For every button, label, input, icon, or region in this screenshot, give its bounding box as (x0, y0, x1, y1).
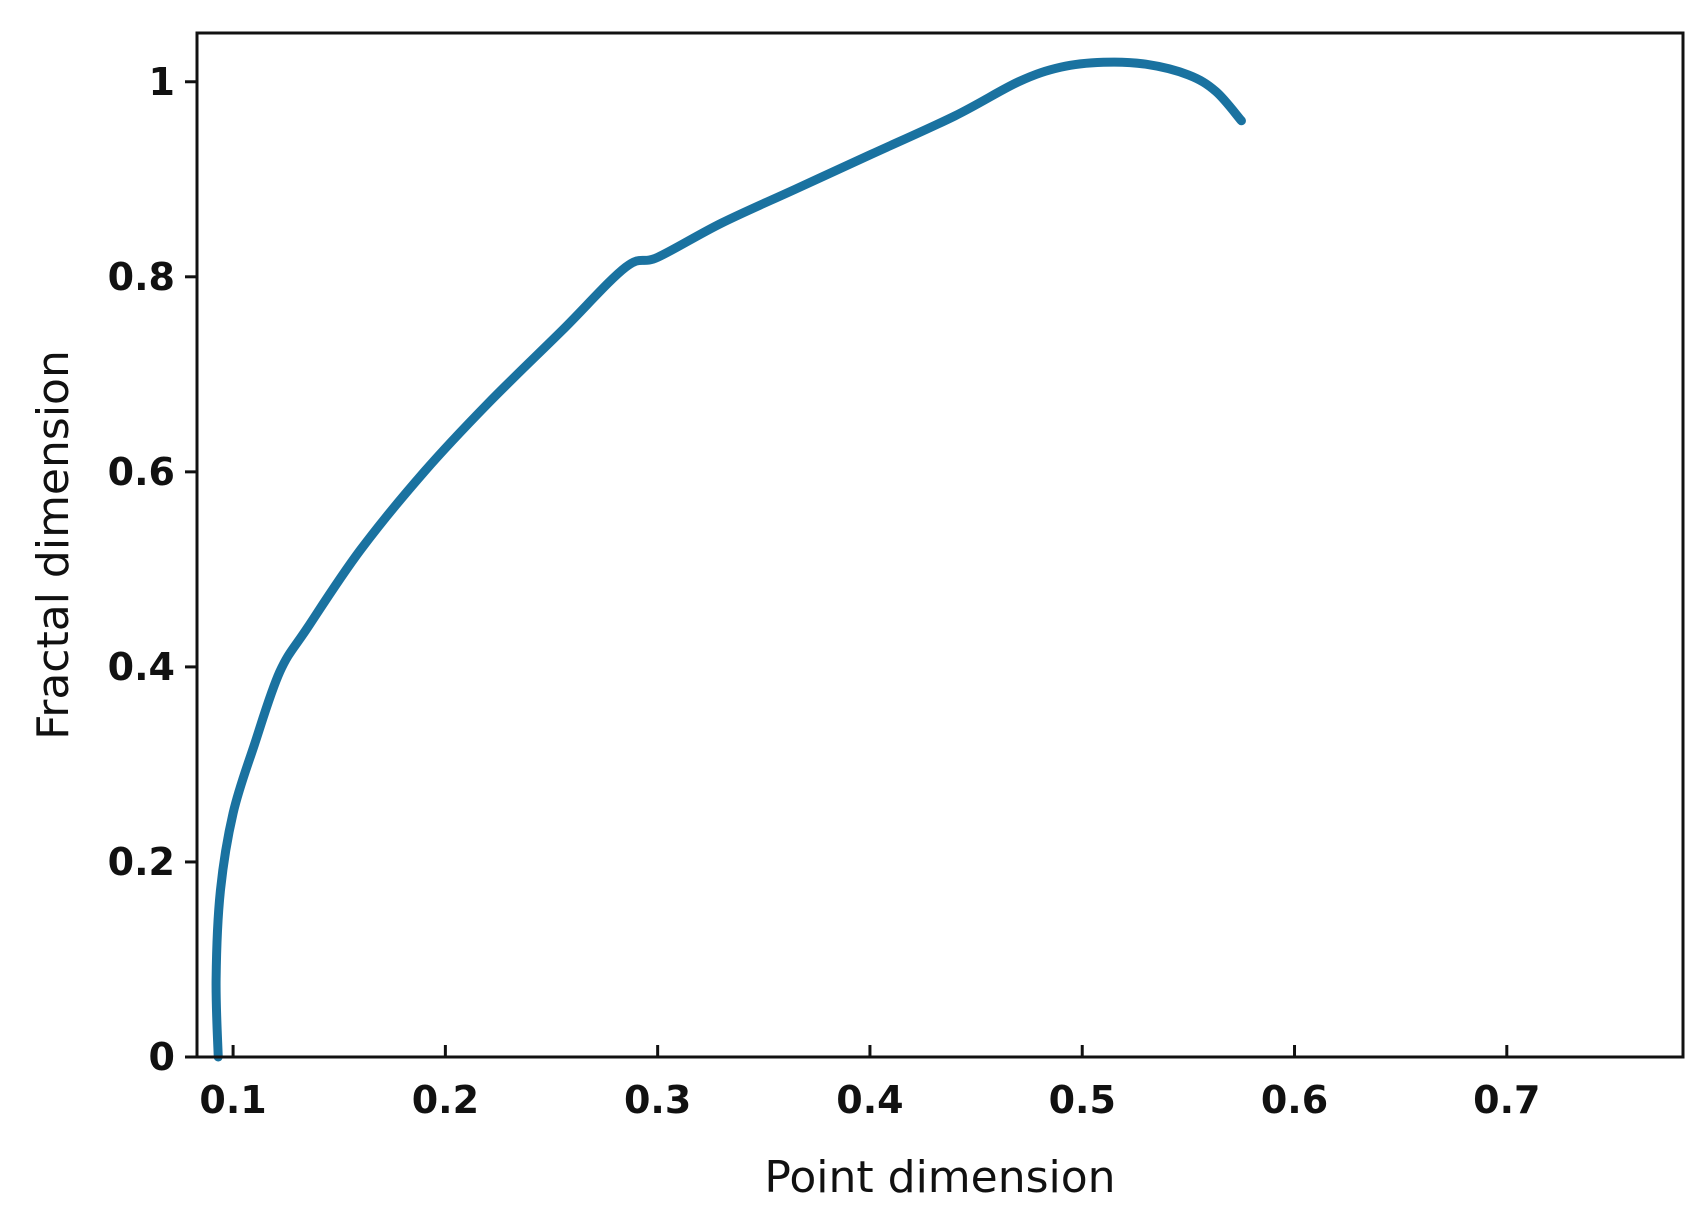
series-line (211, 57, 1246, 1062)
series-layer (211, 57, 1246, 1062)
x-tick-label: 0.7 (1473, 1078, 1540, 1122)
x-tick-label: 0.4 (836, 1078, 903, 1122)
x-tick-label: 0.1 (199, 1078, 266, 1122)
y-axis-title: Fractal dimension (28, 350, 79, 740)
x-tick-label: 0.3 (624, 1078, 691, 1122)
y-tick-label: 0.2 (108, 840, 175, 884)
x-axis-title: Point dimension (764, 1152, 1115, 1203)
plot-frame (195, 31, 1685, 1059)
y-tick-label: 1 (149, 60, 175, 104)
y-tick-label: 0.8 (108, 255, 175, 299)
x-tick-label: 0.6 (1261, 1078, 1328, 1122)
y-tick-label: 0.6 (108, 450, 175, 494)
x-axis-ticks: 0.1 0.2 0.3 0.4 0.5 0.6 0.7 (199, 1045, 1540, 1122)
y-axis-ticks: 0 0.2 0.4 0.6 0.8 1 (108, 60, 197, 1079)
x-tick-label: 0.5 (1049, 1078, 1116, 1122)
x-tick-label: 0.2 (412, 1078, 479, 1122)
y-tick-label: 0.4 (108, 645, 175, 689)
y-tick-label: 0 (149, 1035, 175, 1079)
